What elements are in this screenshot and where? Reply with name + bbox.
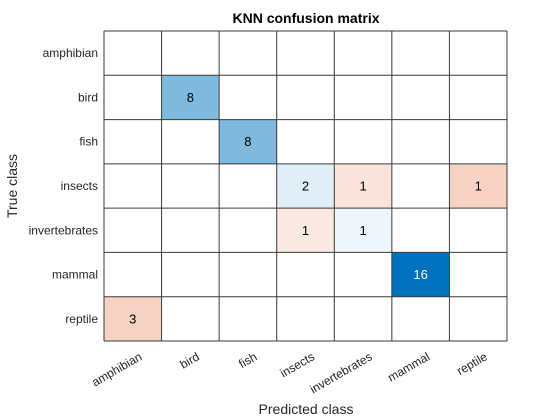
x-tick-bird: bird — [178, 349, 202, 371]
cell-value-insects-reptile: 1 — [475, 179, 482, 194]
cell-insects-amphibian — [104, 163, 162, 209]
x-tick-invertebrates: invertebrates — [307, 349, 374, 396]
grid-layer — [103, 30, 508, 342]
cell-fish-mammal — [391, 119, 450, 164]
cell-reptile-bird — [161, 296, 220, 341]
cell-bird-mammal — [391, 75, 450, 120]
cell-insects-insects — [276, 163, 335, 209]
cell-reptile-fish — [219, 296, 277, 341]
cell-amphibian-bird — [161, 31, 220, 76]
cell-amphibian-mammal — [391, 31, 450, 76]
cell-amphibian-amphibian — [104, 31, 162, 76]
cell-fish-reptile — [449, 119, 507, 164]
x-tick-mammal: mammal — [385, 349, 432, 384]
cell-insects-fish — [219, 163, 277, 209]
y-tick-bird: bird — [78, 90, 98, 104]
cell-reptile-amphibian — [104, 296, 162, 341]
cell-amphibian-reptile — [449, 31, 507, 76]
x-tick-amphibian: amphibian — [89, 349, 144, 389]
cell-invertebrates-invertebrates — [334, 208, 392, 253]
x-tick-insects: insects — [278, 349, 317, 380]
cell-invertebrates-mammal — [391, 208, 450, 253]
cell-amphibian-insects — [276, 31, 335, 76]
cell-fish-insects — [276, 119, 335, 164]
cell-invertebrates-bird — [161, 208, 220, 253]
chart-title: KNN confusion matrix — [232, 10, 379, 26]
cells-layer: 8 8 2 1 1 1 1 16 3 — [104, 31, 507, 341]
cell-bird-insects — [276, 75, 335, 120]
cell-reptile-mammal — [391, 296, 450, 341]
cell-fish-invertebrates — [334, 119, 392, 164]
cell-value-insects-insects: 2 — [302, 179, 309, 194]
cell-bird-amphibian — [104, 75, 162, 120]
cell-reptile-insects — [276, 296, 335, 341]
y-axis-label: True class — [4, 154, 20, 218]
cell-value-fish-fish: 8 — [244, 134, 251, 149]
cell-reptile-invertebrates — [334, 296, 392, 341]
cell-value-invertebrates-invertebrates: 1 — [359, 223, 366, 238]
x-tick-reptile: reptile — [454, 349, 490, 378]
cell-insects-invertebrates — [334, 163, 392, 209]
cell-fish-amphibian — [104, 119, 162, 164]
cell-value-reptile-amphibian: 3 — [129, 311, 136, 326]
y-tick-insects: insects — [61, 179, 98, 193]
cell-value-bird-bird: 8 — [187, 90, 194, 105]
cell-insects-mammal — [391, 163, 450, 209]
y-tick-fish: fish — [79, 135, 98, 149]
cell-reptile-reptile — [449, 296, 507, 341]
cell-fish-fish — [219, 119, 277, 164]
y-tick-invertebrates: invertebrates — [29, 223, 98, 237]
cell-bird-invertebrates — [334, 75, 392, 120]
x-tick-fish: fish — [236, 349, 259, 370]
cell-invertebrates-amphibian — [104, 208, 162, 253]
y-tick-mammal: mammal — [52, 268, 98, 282]
cell-amphibian-invertebrates — [334, 31, 392, 76]
y-tick-reptile: reptile — [65, 312, 98, 326]
cell-bird-bird — [161, 75, 220, 120]
cell-mammal-insects — [276, 252, 335, 297]
cell-bird-reptile — [449, 75, 507, 120]
cell-mammal-invertebrates — [334, 252, 392, 297]
cell-bird-fish — [219, 75, 277, 120]
cell-mammal-mammal — [391, 252, 450, 297]
cell-invertebrates-reptile — [449, 208, 507, 253]
cell-value-mammal-mammal: 16 — [413, 267, 427, 282]
x-axis-label: Predicted class — [259, 401, 354, 417]
cell-fish-bird — [161, 119, 220, 164]
cell-mammal-reptile — [449, 252, 507, 297]
cell-value-invertebrates-insects: 1 — [302, 223, 309, 238]
cell-insects-bird — [161, 163, 220, 209]
cell-mammal-bird — [161, 252, 220, 297]
cell-mammal-fish — [219, 252, 277, 297]
y-tick-labels: amphibian bird fish insects invertebrates mam… — [29, 46, 99, 326]
cell-amphibian-fish — [219, 31, 277, 76]
cell-invertebrates-insects — [276, 208, 335, 253]
cell-value-insects-invertebrates: 1 — [359, 179, 366, 194]
cell-mammal-amphibian — [104, 252, 162, 297]
y-tick-amphibian: amphibian — [43, 46, 98, 60]
cell-invertebrates-fish — [219, 208, 277, 253]
cell-insects-reptile — [449, 163, 507, 209]
